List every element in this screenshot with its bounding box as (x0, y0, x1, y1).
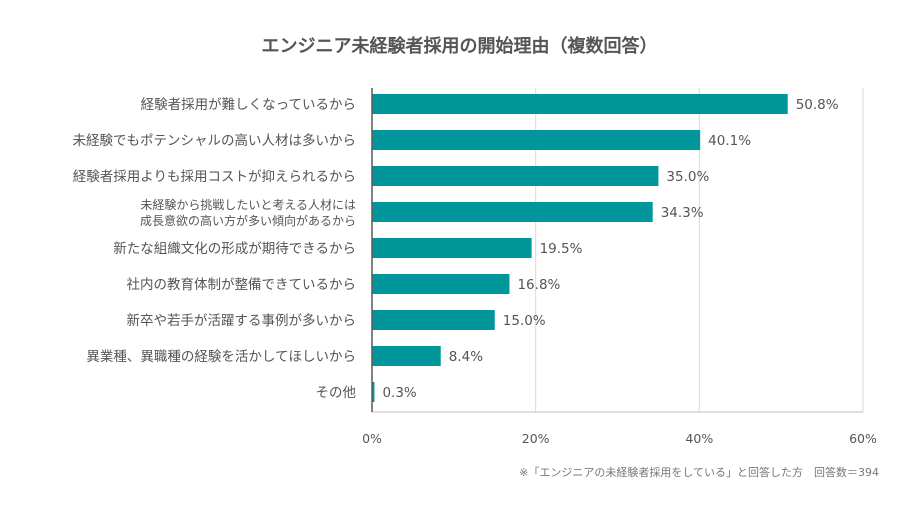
data-label: 40.1% (708, 133, 751, 149)
bar (372, 346, 441, 366)
data-label: 0.3% (382, 385, 416, 401)
bar (372, 202, 653, 222)
x-tick-label: 60% (849, 431, 877, 446)
data-label: 16.8% (517, 277, 560, 293)
data-label: 34.3% (661, 205, 704, 221)
bar (372, 274, 510, 294)
data-label: 19.5% (540, 241, 583, 257)
category-label: 新たな組織文化の形成が期待できるから (113, 241, 356, 257)
chart-title: エンジニア未経験者採用の開始理由（複数回答） (261, 36, 658, 57)
category-label: 成長意欲の高い方が多い傾向があるから (140, 213, 356, 228)
bar (372, 310, 495, 330)
category-label: 経験者採用が難しくなっているから (141, 97, 356, 113)
category-label: 社内の教育体制が整備できているから (127, 277, 357, 293)
category-label: 未経験でもポテンシャルの高い人材は多いから (73, 132, 357, 149)
x-tick-label: 40% (685, 431, 713, 446)
bar (372, 166, 659, 186)
category-label: その他 (316, 385, 357, 401)
category-label: 異業種、異職種の経験を活かしてほしいから (86, 349, 356, 365)
bar (372, 94, 788, 114)
chart-note: ※「エンジニアの未経験者採用をしている」と回答した方 回答数＝394 (519, 466, 879, 479)
data-label: 35.0% (666, 169, 709, 185)
x-tick-label: 0% (362, 431, 382, 446)
category-label: 新卒や若手が活躍する事例が多いから (127, 312, 357, 329)
data-label: 8.4% (449, 349, 483, 365)
category-label: 経験者採用よりも採用コストが抑えられるから (73, 169, 356, 185)
bar (372, 130, 701, 150)
data-label: 15.0% (503, 313, 546, 329)
bar (372, 382, 375, 402)
category-label: 未経験から挑戦したいと考える人材には (140, 197, 356, 212)
x-tick-label: 20% (522, 431, 550, 446)
data-label: 50.8% (796, 97, 839, 113)
bar (372, 238, 532, 258)
